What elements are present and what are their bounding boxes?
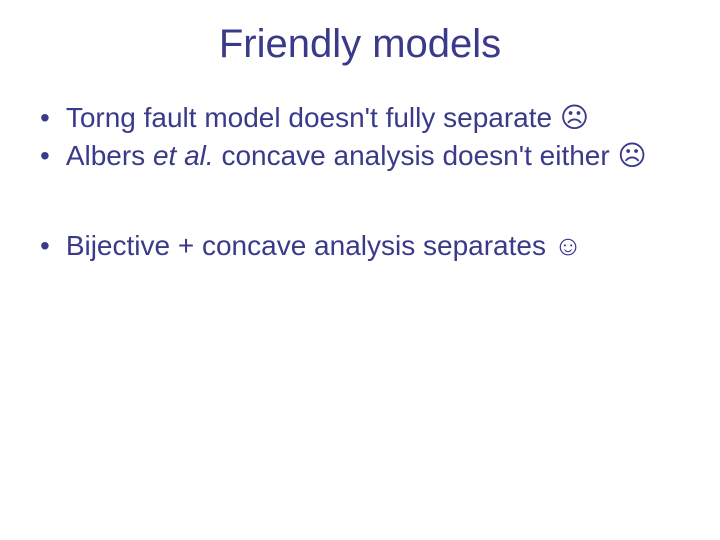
bullet-italic: et al.: [153, 140, 214, 171]
bullet-text: Bijective + concave analysis separates ☺: [66, 227, 583, 265]
bullet-suffix: concave analysis doesn't either: [214, 140, 618, 171]
bullet-dot-icon: •: [40, 99, 50, 137]
bullet-item: • Albers et al. concave analysis doesn't…: [40, 137, 680, 175]
slide: Friendly models • Torng fault model does…: [0, 0, 720, 540]
smile-icon: ☺: [554, 230, 583, 261]
frown-icon: ☹: [617, 140, 646, 171]
bullet-gap: [40, 175, 680, 227]
bullet-item: • Bijective + concave analysis separates…: [40, 227, 680, 265]
slide-title: Friendly models: [40, 22, 680, 67]
frown-icon: ☹: [560, 102, 589, 133]
bullet-prefix: Bijective + concave analysis separates: [66, 230, 554, 261]
bullet-prefix: Torng fault model doesn't fully separate: [66, 102, 560, 133]
bullet-list: • Torng fault model doesn't fully separa…: [40, 99, 680, 264]
bullet-dot-icon: •: [40, 137, 50, 175]
bullet-text: Albers et al. concave analysis doesn't e…: [66, 137, 647, 175]
bullet-text: Torng fault model doesn't fully separate…: [66, 99, 589, 137]
bullet-dot-icon: •: [40, 227, 50, 265]
bullet-item: • Torng fault model doesn't fully separa…: [40, 99, 680, 137]
bullet-prefix: Albers: [66, 140, 153, 171]
